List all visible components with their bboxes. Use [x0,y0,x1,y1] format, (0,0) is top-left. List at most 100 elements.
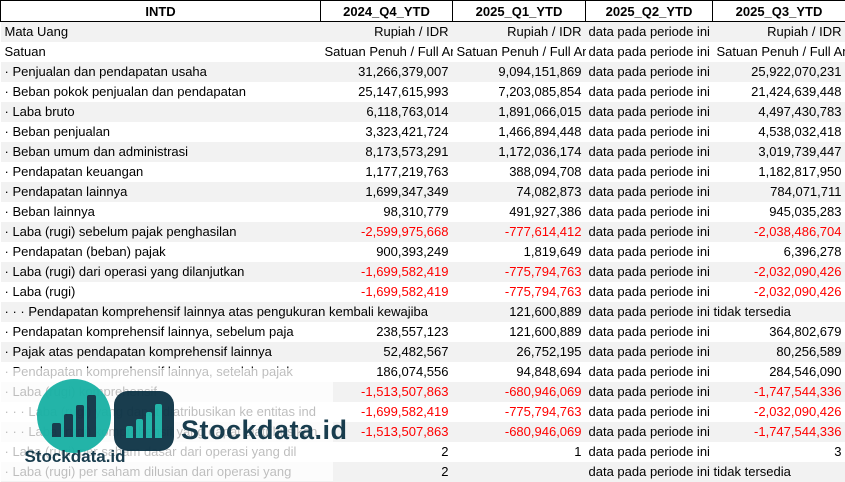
value-cell[interactable]: 1 [453,442,586,462]
value-cell-unavailable[interactable]: data pada periode ini tidak tersedia [586,82,713,102]
value-cell[interactable]: 3,019,739,447 [713,142,845,162]
row-label-cell[interactable]: · Beban pokok penjualan dan pendapatan [1,82,321,102]
value-cell[interactable] [453,462,586,482]
row-label-cell[interactable]: · Laba (rugi) per saham dasar dari opera… [1,442,321,462]
row-label-cell[interactable]: · Laba (rugi) [1,282,321,302]
value-cell[interactable]: 6,396,278 [713,242,845,262]
value-cell[interactable]: 121,600,889 [453,322,586,342]
value-cell[interactable]: 98,310,779 [321,202,453,222]
value-cell[interactable]: 52,482,567 [321,342,453,362]
value-cell[interactable]: 784,071,711 [713,182,845,202]
value-cell[interactable]: 80,256,589 [713,342,845,362]
value-cell[interactable]: 21,424,639,448 [713,82,845,102]
value-cell[interactable]: -777,614,412 [453,222,586,242]
value-cell-unavailable[interactable]: data pada periode ini tidak tersedia [586,202,713,222]
value-cell[interactable]: Satuan Penuh / Full Amount [453,42,586,62]
value-cell[interactable]: 121,600,889 [453,302,586,322]
period-header-cell-2[interactable]: 2025_Q2_YTD [586,1,713,22]
value-cell[interactable]: 1,172,036,174 [453,142,586,162]
row-label-cell[interactable]: · Pendapatan keuangan [1,162,321,182]
value-cell-unavailable[interactable]: data pada periode ini tidak tersedia [586,42,713,62]
value-cell[interactable]: -1,513,507,863 [321,382,453,402]
row-label-cell[interactable]: · Laba (rugi) per saham dilusian dari op… [1,462,321,482]
value-cell[interactable]: 364,802,679 [713,322,845,342]
value-cell-unavailable[interactable]: data pada periode ini tidak tersedia [586,142,713,162]
value-cell[interactable]: -1,513,507,863 [321,422,453,442]
value-cell[interactable]: -775,794,763 [453,402,586,422]
row-label-cell[interactable]: · Laba (rugi) dari operasi yang dilanjut… [1,262,321,282]
value-cell[interactable]: 238,557,123 [321,322,453,342]
corner-header-cell[interactable]: INTD [1,1,321,22]
row-label-cell[interactable]: · · · Laba (rugi) yang dapat diatribusik… [1,402,321,422]
value-cell[interactable]: 25,922,070,231 [713,62,845,82]
value-cell[interactable]: -2,032,090,426 [713,402,845,422]
value-cell-unavailable[interactable]: data pada periode ini tidak tersedia [586,462,845,482]
value-cell[interactable]: 1,177,219,763 [321,162,453,182]
row-label-cell[interactable]: · Laba (rugi) sebelum pajak penghasilan [1,222,321,242]
value-cell[interactable]: -775,794,763 [453,282,586,302]
value-cell-unavailable[interactable]: data pada periode ini tidak tersedia [586,262,713,282]
value-cell-unavailable[interactable]: data pada periode ini tidak tersedia [586,102,713,122]
value-cell[interactable]: 1,819,649 [453,242,586,262]
value-cell[interactable]: Satuan Penuh / Full Amount [321,42,453,62]
value-cell[interactable]: 4,497,430,783 [713,102,845,122]
value-cell-unavailable[interactable]: data pada periode ini tidak tersedia [586,122,713,142]
value-cell-unavailable[interactable]: data pada periode ini tidak tersedia [586,182,713,202]
value-cell-unavailable[interactable]: data pada periode ini tidak tersedia [586,242,713,262]
value-cell[interactable]: 3 [713,442,845,462]
value-cell[interactable]: Rupiah / IDR [453,22,586,42]
value-cell-unavailable[interactable]: data pada periode ini tidak tersedia [586,362,713,382]
value-cell[interactable]: -680,946,069 [453,382,586,402]
row-label-cell[interactable]: · Pajak atas pendapatan komprehensif lai… [1,342,321,362]
row-label-cell[interactable]: Mata Uang [1,22,321,42]
value-cell[interactable]: -2,032,090,426 [713,262,845,282]
value-cell[interactable]: -2,599,975,668 [321,222,453,242]
value-cell[interactable]: 388,094,708 [453,162,586,182]
value-cell[interactable]: 26,752,195 [453,342,586,362]
value-cell[interactable]: 491,927,386 [453,202,586,222]
value-cell[interactable]: Rupiah / IDR [713,22,845,42]
value-cell[interactable]: 945,035,283 [713,202,845,222]
value-cell[interactable]: 1,891,066,015 [453,102,586,122]
value-cell-unavailable[interactable]: data pada periode ini tidak tersedia [586,342,713,362]
value-cell[interactable]: -680,946,069 [453,422,586,442]
row-label-cell[interactable]: · Pendapatan komprehensif lainnya, sebel… [1,322,321,342]
row-label-cell[interactable]: · · · Pendapatan komprehensif lainnya at… [1,302,453,322]
value-cell[interactable]: 7,203,085,854 [453,82,586,102]
value-cell[interactable]: 1,466,894,448 [453,122,586,142]
value-cell-unavailable[interactable]: data pada periode ini tidak tersedia [586,302,845,322]
row-label-cell[interactable]: · Pendapatan komprehensif lainnya, setel… [1,362,321,382]
row-label-cell[interactable]: · Beban penjualan [1,122,321,142]
value-cell[interactable]: 900,393,249 [321,242,453,262]
row-label-cell[interactable]: · Pendapatan lainnya [1,182,321,202]
row-label-cell[interactable]: · Laba (rugi) komprehensif [1,382,321,402]
period-header-cell-3[interactable]: 2025_Q3_YTD [713,1,845,22]
value-cell[interactable]: Rupiah / IDR [321,22,453,42]
value-cell-unavailable[interactable]: data pada periode ini tidak tersedia [586,282,713,302]
value-cell-unavailable[interactable]: data pada periode ini tidak tersedia [586,402,713,422]
value-cell-unavailable[interactable]: data pada periode ini tidak tersedia [586,322,713,342]
value-cell[interactable]: 4,538,032,418 [713,122,845,142]
period-header-cell-0[interactable]: 2024_Q4_YTD [321,1,453,22]
value-cell[interactable]: 284,546,090 [713,362,845,382]
value-cell[interactable]: 94,848,694 [453,362,586,382]
value-cell[interactable]: 31,266,379,007 [321,62,453,82]
value-cell-unavailable[interactable]: data pada periode ini tidak tersedia [586,22,713,42]
value-cell[interactable]: -2,032,090,426 [713,282,845,302]
row-label-cell[interactable]: · Beban lainnya [1,202,321,222]
value-cell[interactable]: -775,794,763 [453,262,586,282]
row-label-cell[interactable]: · Pendapatan (beban) pajak [1,242,321,262]
value-cell[interactable]: -2,038,486,704 [713,222,845,242]
value-cell[interactable]: 25,147,615,993 [321,82,453,102]
value-cell[interactable]: -1,747,544,336 [713,422,845,442]
value-cell[interactable]: -1,699,582,419 [321,282,453,302]
value-cell[interactable]: 8,173,573,291 [321,142,453,162]
value-cell[interactable]: 6,118,763,014 [321,102,453,122]
value-cell-unavailable[interactable]: data pada periode ini tidak tersedia [586,162,713,182]
row-label-cell[interactable]: · · · Laba (rugi) komprehensif yang dapa… [1,422,321,442]
row-label-cell[interactable]: Satuan [1,42,321,62]
value-cell[interactable]: -1,699,582,419 [321,402,453,422]
row-label-cell[interactable]: · Penjualan dan pendapatan usaha [1,62,321,82]
row-label-cell[interactable]: · Laba bruto [1,102,321,122]
value-cell-unavailable[interactable]: data pada periode ini tidak tersedia [586,62,713,82]
